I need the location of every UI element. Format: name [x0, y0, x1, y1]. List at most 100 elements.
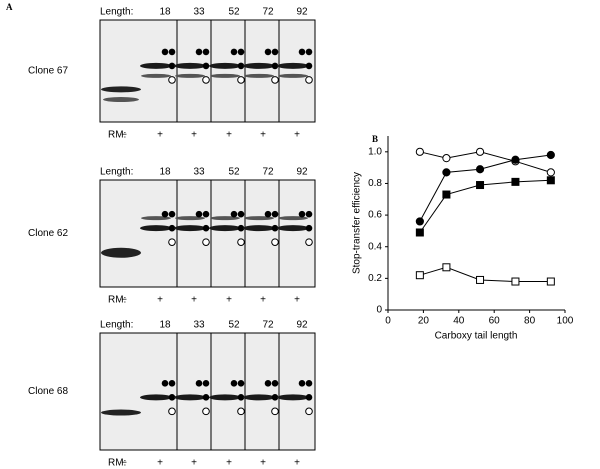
- marker-icon: [305, 380, 313, 387]
- band: [174, 225, 206, 232]
- marker-icon: [237, 394, 245, 401]
- marker-icon: [230, 48, 238, 56]
- band: [277, 394, 309, 401]
- band: [210, 216, 240, 221]
- clone-label: Clone 67: [28, 66, 68, 77]
- rm-value: +: [226, 458, 232, 469]
- band: [101, 247, 141, 258]
- marker-icon: [237, 224, 245, 232]
- y-tick-label: 1.0: [368, 146, 382, 157]
- y-tick-label: 0.8: [368, 178, 382, 189]
- band: [244, 216, 274, 221]
- series-line: [419, 151, 551, 173]
- y-tick-label: 0.6: [368, 210, 382, 221]
- lane-length: 33: [193, 167, 205, 178]
- point: [415, 217, 424, 226]
- marker-icon: [305, 76, 313, 84]
- marker-icon: [195, 210, 203, 218]
- rm-value: +: [294, 295, 300, 306]
- marker-icon: [237, 210, 245, 218]
- marker-icon: [271, 48, 279, 56]
- series-line: [419, 266, 551, 283]
- rm-value: −: [121, 458, 127, 469]
- point: [546, 277, 555, 286]
- marker-icon: [237, 407, 245, 416]
- band: [209, 62, 241, 69]
- band: [278, 73, 308, 78]
- length-label: Length:: [100, 167, 133, 178]
- y-axis-label: Stop-transfer efficiency: [352, 172, 363, 274]
- marker-icon: [202, 380, 210, 387]
- marker-icon: [161, 380, 169, 387]
- rm-value: +: [260, 458, 266, 469]
- point: [442, 168, 451, 177]
- marker-icon: [168, 394, 176, 401]
- band: [101, 409, 141, 416]
- marker-icon: [271, 407, 279, 416]
- x-tick-label: 100: [557, 316, 574, 327]
- point: [546, 176, 555, 185]
- marker-icon: [271, 238, 279, 246]
- rm-value: −: [121, 295, 127, 306]
- rm-value: +: [260, 130, 266, 141]
- marker-icon: [202, 224, 210, 232]
- lane-length: 72: [262, 167, 274, 178]
- point: [442, 190, 451, 199]
- point: [511, 177, 520, 186]
- band: [210, 73, 240, 78]
- marker-icon: [230, 380, 238, 387]
- lane-length: 52: [228, 320, 240, 331]
- marker-icon: [305, 407, 313, 416]
- marker-icon: [237, 76, 245, 84]
- marker-icon: [202, 48, 210, 56]
- band: [174, 394, 206, 401]
- point: [415, 228, 424, 237]
- rm-label: RM:: [108, 295, 126, 306]
- point: [475, 147, 485, 156]
- rm-label: RM:: [108, 458, 126, 469]
- lane-length: 92: [296, 320, 308, 331]
- lane-length: 92: [296, 167, 308, 178]
- rm-value: +: [191, 458, 197, 469]
- marker-icon: [168, 238, 176, 246]
- marker-icon: [271, 62, 279, 70]
- band: [174, 62, 206, 69]
- lane-length: 18: [159, 7, 171, 18]
- band: [243, 62, 275, 69]
- rm-value: −: [121, 130, 127, 141]
- rm-value: +: [226, 295, 232, 306]
- series-line: [419, 179, 551, 233]
- marker-icon: [298, 48, 306, 56]
- lane-length: 92: [296, 7, 308, 18]
- marker-icon: [264, 380, 272, 387]
- band: [140, 394, 172, 401]
- marker-icon: [305, 62, 313, 70]
- marker-icon: [298, 380, 306, 387]
- y-tick-label: 0.4: [368, 241, 382, 252]
- length-label: Length:: [100, 7, 133, 18]
- point: [442, 154, 451, 163]
- band: [277, 225, 309, 232]
- marker-icon: [202, 407, 210, 416]
- band: [140, 225, 172, 232]
- point: [476, 181, 485, 190]
- x-axis-label: Carboxy tail length: [435, 331, 518, 342]
- gel: [99, 19, 316, 123]
- series-line: [419, 154, 551, 222]
- marker-icon: [305, 48, 313, 56]
- marker-icon: [202, 62, 210, 70]
- marker-icon: [168, 224, 176, 232]
- marker-icon: [202, 210, 210, 218]
- band: [278, 216, 308, 221]
- marker-icon: [161, 210, 169, 218]
- band: [244, 73, 274, 78]
- x-tick-label: 60: [489, 316, 501, 327]
- marker-icon: [237, 62, 245, 70]
- lane-length: 72: [262, 7, 274, 18]
- marker-icon: [168, 380, 176, 387]
- lane-length: 72: [262, 320, 274, 331]
- x-tick-label: 80: [524, 316, 536, 327]
- marker-icon: [237, 380, 245, 387]
- marker-icon: [298, 210, 306, 218]
